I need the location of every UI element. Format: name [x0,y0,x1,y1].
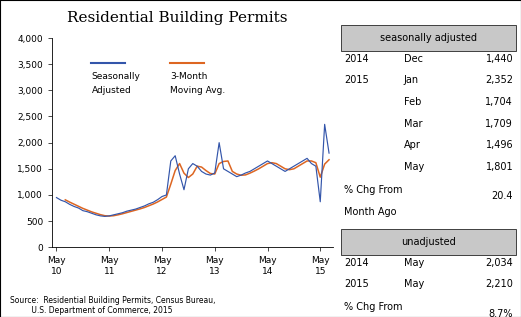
Text: Apr: Apr [404,140,420,150]
Text: 2,210: 2,210 [485,279,513,289]
Text: Adjusted: Adjusted [92,86,131,95]
Text: Feb: Feb [404,97,421,107]
Text: 1,704: 1,704 [486,97,513,107]
Text: 8.7%: 8.7% [489,308,513,317]
Text: 1,801: 1,801 [486,162,513,172]
Text: 1,440: 1,440 [486,54,513,64]
Text: Seasonally: Seasonally [92,72,140,81]
Text: May: May [404,258,424,268]
Text: unadjusted: unadjusted [401,237,456,247]
Text: 1,496: 1,496 [486,140,513,150]
Text: 2015: 2015 [344,279,369,289]
Text: 2014: 2014 [344,54,368,64]
Text: Mar: Mar [404,119,423,129]
Text: Residential Building Permits: Residential Building Permits [67,11,288,25]
Text: % Chg From: % Chg From [344,302,402,313]
Text: 2,352: 2,352 [485,75,513,86]
Text: May: May [404,162,424,172]
Text: 3-Month: 3-Month [170,72,208,81]
Text: 2,034: 2,034 [486,258,513,268]
Text: seasonally adjusted: seasonally adjusted [380,33,477,43]
Text: 2015: 2015 [344,75,369,86]
Text: Source:  Residential Building Permits, Census Bureau,
         U.S. Department o: Source: Residential Building Permits, Ce… [10,296,216,315]
Text: 20.4: 20.4 [492,191,513,201]
Text: Jan: Jan [404,75,419,86]
Text: % Chg From: % Chg From [344,185,402,195]
Text: 2014: 2014 [344,258,368,268]
Text: 1,709: 1,709 [486,119,513,129]
Text: Month Ago: Month Ago [344,207,396,217]
Text: Moving Avg.: Moving Avg. [170,86,226,95]
Text: May: May [404,279,424,289]
Text: Dec: Dec [404,54,423,64]
